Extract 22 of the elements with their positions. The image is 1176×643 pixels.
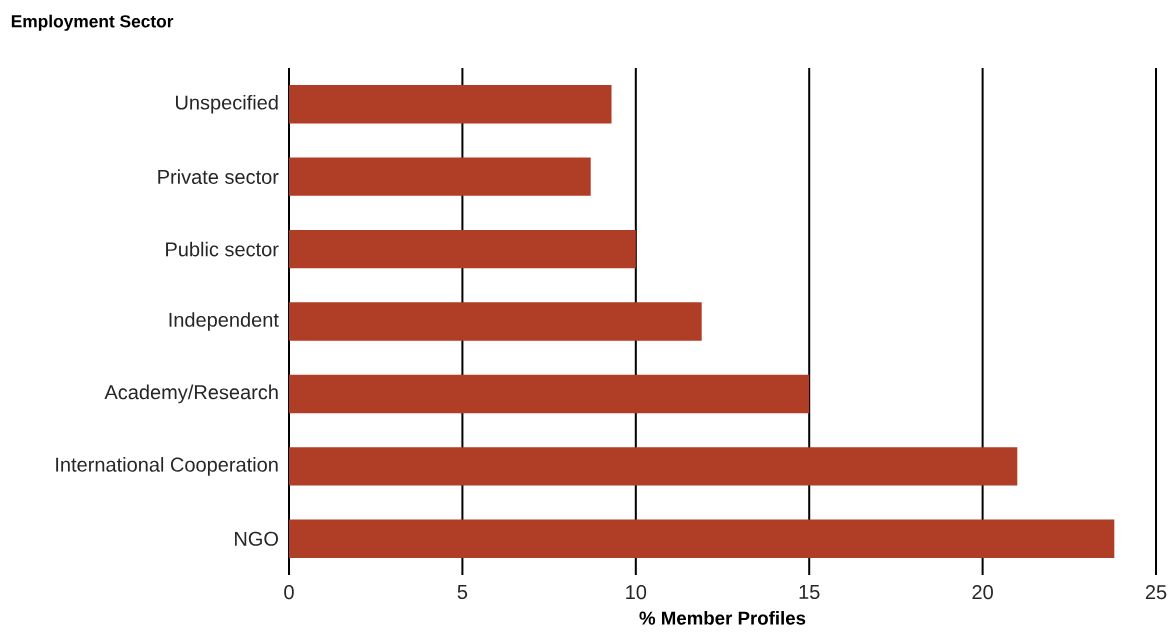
bar [289, 85, 612, 124]
bar [289, 229, 636, 269]
x-tick-label: 10 [626, 585, 647, 600]
x-axis-title: % Member Profiles [639, 611, 806, 625]
y-tick-label: Independent [169, 312, 279, 331]
x-tick-label: 20 [972, 585, 993, 600]
bar [289, 157, 591, 196]
x-tick-label: 25 [1145, 585, 1167, 600]
y-tick-label: Unspecified [176, 94, 278, 114]
y-tick-label: NGO [235, 531, 278, 546]
bar [289, 374, 810, 414]
y-tick-label: International Cooperation [56, 457, 278, 476]
y-tick-label: Academy/Research [104, 384, 278, 404]
bar [289, 447, 1018, 486]
y-tick-label: Private sector [158, 169, 279, 184]
bar [289, 302, 702, 341]
x-tick-label: 0 [284, 585, 294, 600]
bar [289, 519, 1115, 558]
x-tick-label: 15 [799, 585, 820, 599]
text: Employment Sector [11, 14, 174, 31]
y-tick-label: Public sector [166, 241, 279, 257]
x-tick-label: 5 [457, 585, 468, 599]
